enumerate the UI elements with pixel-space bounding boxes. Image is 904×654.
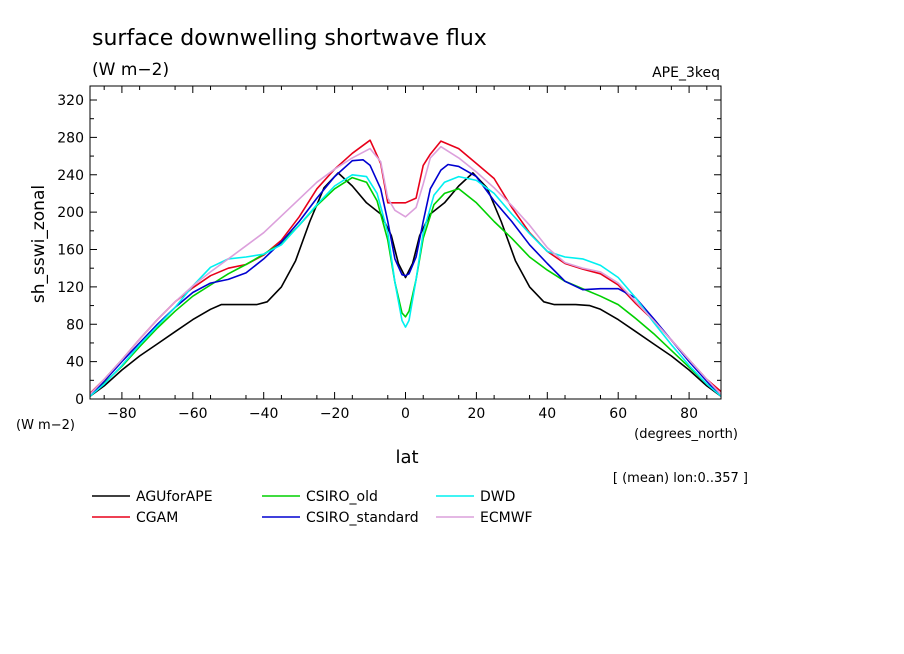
x-tick-label: −80 <box>107 406 137 422</box>
legend-label: ECMWF <box>480 510 533 526</box>
experiment-label: APE_3keq <box>652 65 720 81</box>
x-axis-label: lat <box>395 447 418 468</box>
legend-label: AGUforAPE <box>136 489 213 505</box>
x-tick-label: 0 <box>401 406 410 422</box>
y-tick-label: 0 <box>75 392 84 408</box>
series-line-csiro-old <box>89 176 722 397</box>
plot-area: −80 −60 −40 −20 0 20 40 60 80 0 40 80 120 160 200 240 2… <box>57 85 722 422</box>
series-line-cgam <box>89 139 722 394</box>
legend-label: DWD <box>480 489 515 505</box>
y-axis-label: sh_sswi_zonal <box>29 185 49 303</box>
x-axis-ticks: −80 −60 −40 −20 0 20 40 60 80 <box>103 86 708 422</box>
x-tick-label: −60 <box>178 406 208 422</box>
x-tick-label: 20 <box>467 406 485 422</box>
series-lines <box>89 139 722 397</box>
y-tick-label: 240 <box>57 168 84 184</box>
x-tick-label: −20 <box>320 406 350 422</box>
y-tick-label: 200 <box>57 205 84 221</box>
legend-label: CSIRO_old <box>306 489 378 505</box>
series-line-aguforape <box>89 172 722 397</box>
legend: AGUforAPE CGAM CSIRO_old CSIRO_standard DWD E… <box>92 489 533 526</box>
x-tick-label: −40 <box>249 406 279 422</box>
y-tick-label: 120 <box>57 280 84 296</box>
y-tick-label: 160 <box>57 243 84 259</box>
y-tick-label: 80 <box>66 317 84 333</box>
y-axis-units: (W m−2) <box>16 418 75 433</box>
y-tick-label: 320 <box>57 93 84 109</box>
chart-title: surface downwelling shortwave flux <box>92 26 487 51</box>
x-tick-label: 60 <box>609 406 627 422</box>
legend-label: CGAM <box>136 510 178 526</box>
x-axis-units: (degrees_north) <box>634 427 738 442</box>
plot-frame <box>89 85 722 400</box>
averaging-note: [ (mean) lon:0..357 ] <box>613 471 748 486</box>
x-tick-label: 80 <box>680 406 698 422</box>
series-line-dwd <box>89 174 722 397</box>
y-tick-label: 280 <box>57 130 84 146</box>
y-axis-ticks: 0 40 80 120 160 200 240 280 320 <box>57 93 721 408</box>
legend-label: CSIRO_standard <box>306 510 419 526</box>
chart-units: (W m−2) <box>92 60 169 80</box>
series-line-csiro-standard <box>89 159 722 397</box>
y-tick-label: 40 <box>66 355 84 371</box>
x-tick-label: 40 <box>538 406 556 422</box>
series-line-ecmwf <box>89 145 722 395</box>
